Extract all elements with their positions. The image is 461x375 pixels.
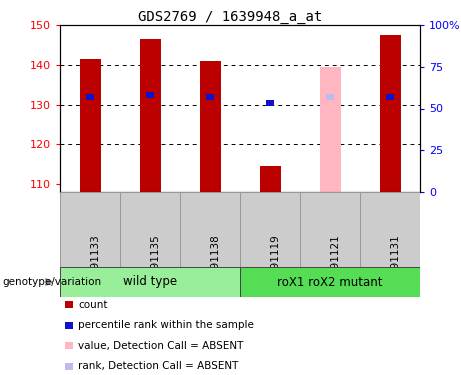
Text: genotype/variation: genotype/variation	[2, 277, 101, 287]
Bar	[360, 192, 420, 267]
Bar	[86, 94, 94, 99]
Bar	[319, 67, 341, 192]
Bar	[60, 192, 120, 267]
Text: rank, Detection Call = ABSENT: rank, Detection Call = ABSENT	[78, 362, 239, 371]
Bar	[79, 59, 100, 192]
Bar	[326, 94, 334, 99]
Bar	[60, 267, 240, 297]
Bar	[240, 267, 420, 297]
Text: GSM91135: GSM91135	[150, 234, 160, 291]
Bar	[180, 192, 240, 267]
Bar	[147, 92, 154, 98]
Text: GSM91119: GSM91119	[270, 234, 280, 291]
Text: GDS2769 / 1639948_a_at: GDS2769 / 1639948_a_at	[138, 10, 323, 24]
Bar	[386, 94, 394, 99]
Bar	[140, 39, 160, 192]
Bar	[240, 192, 300, 267]
Bar	[260, 166, 280, 192]
Bar	[379, 35, 401, 192]
Bar	[300, 192, 360, 267]
Bar	[266, 99, 273, 105]
Text: GSM91131: GSM91131	[390, 234, 400, 291]
Text: GSM91121: GSM91121	[330, 234, 340, 291]
Text: count: count	[78, 300, 108, 309]
Bar	[200, 61, 220, 192]
Bar	[120, 192, 180, 267]
Text: wild type: wild type	[123, 276, 177, 288]
Text: GSM91138: GSM91138	[210, 234, 220, 291]
Text: percentile rank within the sample: percentile rank within the sample	[78, 320, 254, 330]
Text: roX1 roX2 mutant: roX1 roX2 mutant	[277, 276, 383, 288]
Text: value, Detection Call = ABSENT: value, Detection Call = ABSENT	[78, 341, 244, 351]
Text: GSM91133: GSM91133	[90, 234, 100, 291]
Bar	[207, 94, 213, 99]
